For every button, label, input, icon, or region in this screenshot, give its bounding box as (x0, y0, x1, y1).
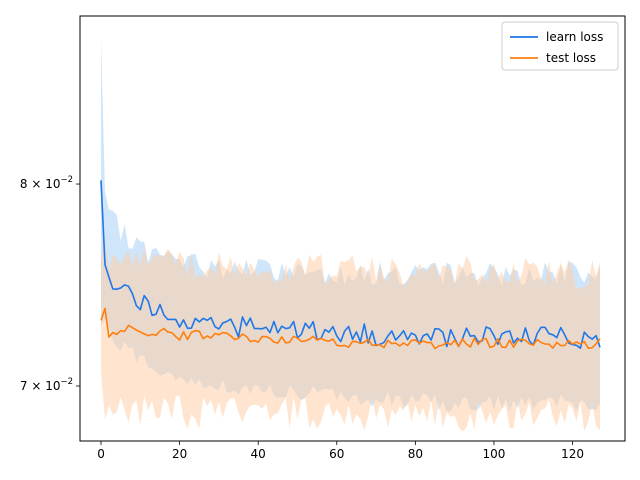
line-test-loss (100, 307, 601, 350)
legend: learn loss test loss (501, 21, 619, 71)
x-tick-label: 60 (329, 447, 344, 461)
x-tick-label: 20 (172, 447, 187, 461)
legend-label: learn loss (546, 30, 603, 44)
legend-label: test loss (546, 51, 596, 65)
series-lines (100, 180, 601, 350)
x-axis: 0 20 40 60 80 100 120 (97, 441, 584, 461)
x-tick-label: 120 (561, 447, 584, 461)
line-learn-loss (100, 180, 601, 349)
x-tick-label: 40 (251, 447, 266, 461)
y-tick-label: 8 × 10−2 (20, 175, 73, 191)
plot-frame (79, 15, 626, 442)
x-tick-label: 0 (97, 447, 105, 461)
x-tick-label: 80 (408, 447, 423, 461)
x-tick-label: 100 (483, 447, 506, 461)
y-axis: 7 × 10−2 8 × 10−2 (20, 175, 80, 393)
y-tick-label: 7 × 10−2 (20, 377, 73, 393)
